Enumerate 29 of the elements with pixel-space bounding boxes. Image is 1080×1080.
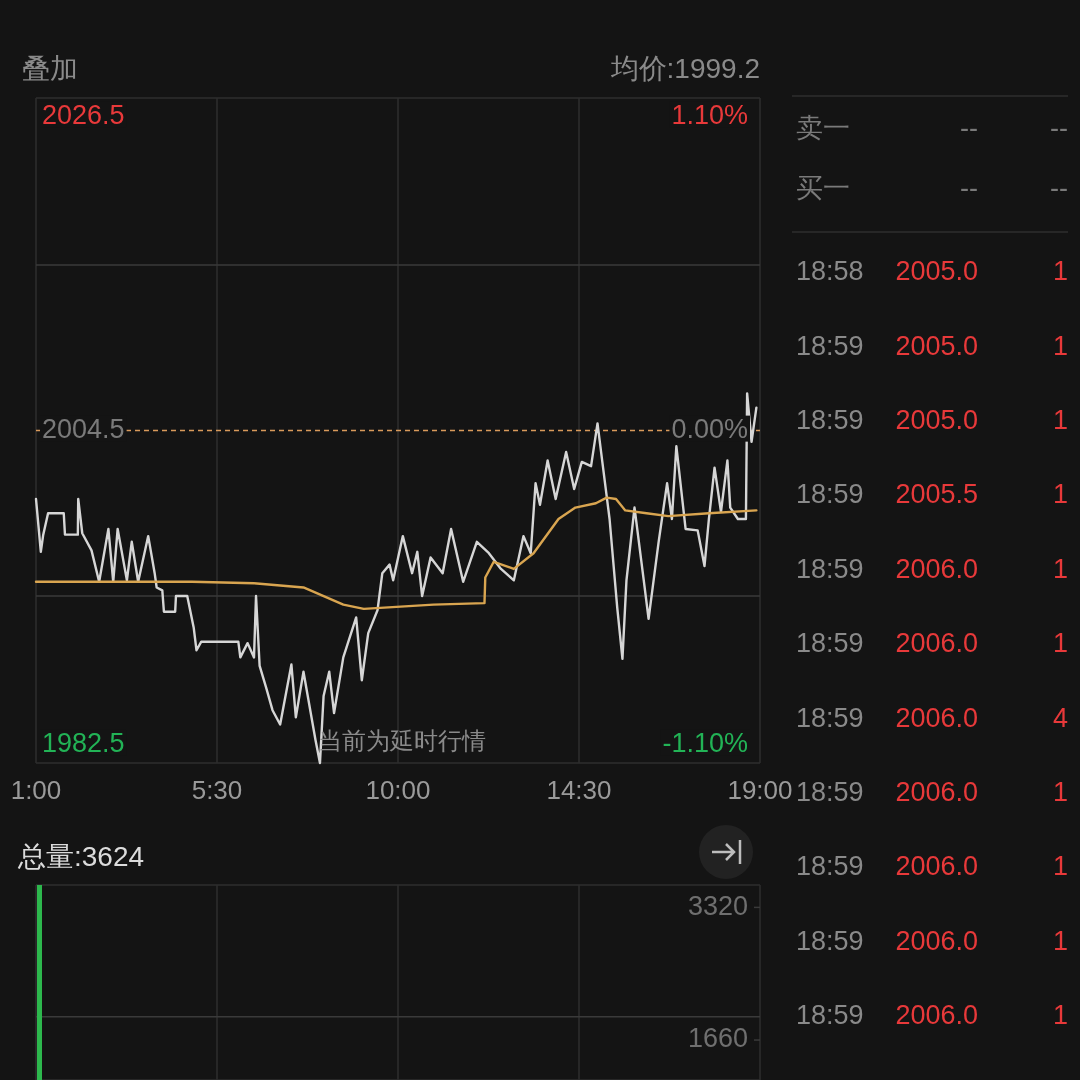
x-tick-label: 1:00 [10, 775, 62, 805]
text: 18:59 2006.0 4 [796, 702, 1068, 733]
y-tick-label: 2026.5 [42, 99, 125, 130]
text: 均价:1999.2 [609, 53, 760, 84]
text: 18:58 2005.0 1 [796, 256, 1068, 287]
text: 18:59 2005.0 1 [796, 330, 1068, 361]
text: 18:59 2006.0 1 [796, 553, 1068, 584]
text: 18:59 2006.0 1 [796, 776, 1068, 807]
text: 18:59 2005.0 1 [796, 404, 1068, 435]
y-tick-label: 1660 [687, 1023, 748, 1054]
x-tick-label: 10:00 [365, 775, 431, 805]
y-tick-label: 1982.5 [42, 727, 125, 758]
y2-tick-label: 1.10% [671, 99, 748, 130]
text: 18:59 2006.0 1 [796, 851, 1068, 882]
chart-title: 叠加 [22, 53, 78, 84]
text: 18:59 2005.5 1 [796, 479, 1068, 510]
y-tick-label: 2004.5 [42, 413, 125, 444]
text: 买一 -- -- [796, 173, 1068, 204]
y2-tick-label: 0.00% [671, 413, 748, 444]
x-tick-label: 5:30 [191, 775, 243, 805]
text: 18:59 2006.0 1 [796, 628, 1068, 659]
text: 18:59 2006.0 1 [796, 1000, 1068, 1031]
y2-tick-label: -1.10% [662, 727, 748, 758]
y-tick-label: 3320 [687, 890, 748, 921]
text: 卖一 -- -- [796, 113, 1068, 144]
x-tick-label: 14:30 [546, 775, 612, 805]
x-tick-label: 19:00 [727, 775, 793, 805]
chart-title: 总量:3624 [17, 841, 145, 872]
text: 18:59 2006.0 1 [796, 925, 1068, 956]
